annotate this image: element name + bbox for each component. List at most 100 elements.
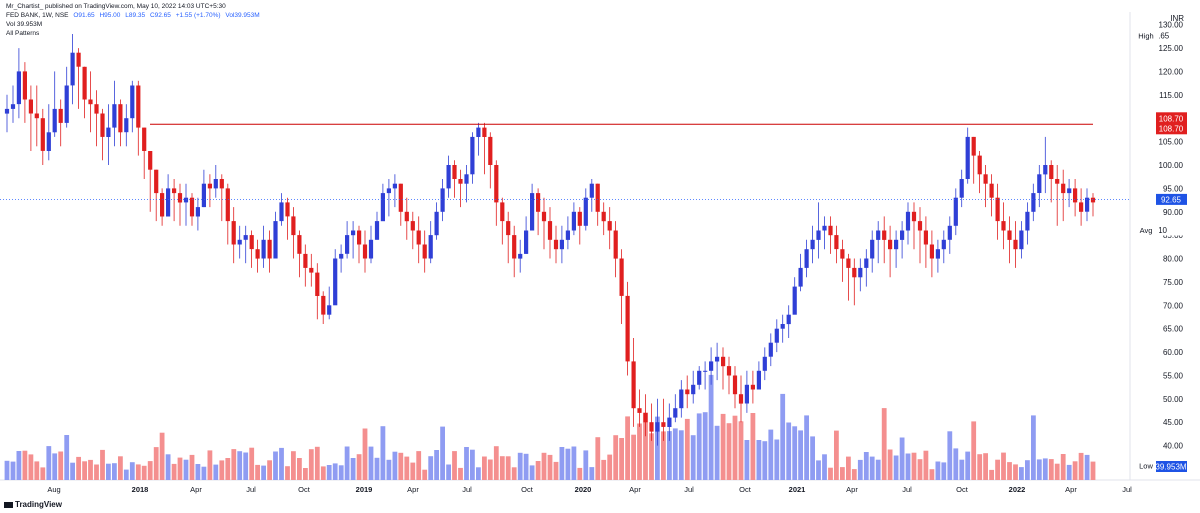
symbol-label[interactable]: FED BANK, 1W, NSE [6,12,69,19]
volume-bar [499,456,505,480]
price-tick-label: 90.00 [1163,208,1184,217]
candle-body [195,207,200,217]
volume-bar [482,456,487,480]
volume-bar [798,430,803,480]
volume-bar [440,426,445,480]
volume-bar [714,425,720,480]
time-axis[interactable]: Aug 2018 Apr Jul Oct 2019 Apr Jul Oct 2020 Apr Jul O… [47,485,1132,494]
candle-body [947,225,952,240]
candle-body [434,211,439,236]
volume-bar [834,430,839,480]
volume-bar [726,423,732,480]
candle-body [207,183,212,189]
avg-label: Avg [1140,226,1153,235]
volume-bar [696,413,702,480]
volume-bar [840,467,845,480]
candle-body [183,197,189,203]
candle-body [94,104,99,114]
avg-label-bg [1133,224,1159,236]
candle-body [917,221,923,231]
time-tick-label: 2020 [575,485,592,494]
volume-bar [338,465,344,480]
volume-bar [881,408,887,480]
volume-bar [768,429,774,480]
candle-body [428,235,433,259]
candle-body [148,151,153,170]
candle-body [404,211,409,222]
volume-bar [356,454,362,480]
price-tick-label: 40.00 [1163,442,1184,451]
candle-body [768,342,773,357]
indicator-legend[interactable]: All Patterns [6,30,40,37]
candle-body [858,267,863,278]
candle-body [46,132,51,151]
volume-bar [643,412,648,480]
candle-body [530,193,535,231]
candle-body [649,422,654,432]
time-tick-label: Oct [298,485,311,494]
candle-body [631,361,636,409]
volume-bar [1019,467,1024,480]
candle-body [1049,165,1054,179]
volume-bar [326,465,332,480]
high-label-bg [1133,30,1159,42]
volume-bar [744,440,750,480]
volume-bar [255,464,260,480]
volume-bar [135,464,141,480]
candle-body [834,235,839,250]
volume-bar [917,459,923,480]
volume-bar [368,446,374,480]
candle-body [541,211,547,222]
volume-legend[interactable]: Vol 39.953M [6,21,43,28]
candle-body [667,417,672,427]
candle-body [28,99,33,114]
volume-bar [899,437,905,480]
volume-bar [165,454,171,480]
volume-bar [1072,461,1078,480]
volume-bar [76,456,81,480]
volume-bar [70,462,75,480]
volume-bar [577,467,583,480]
time-tick-label: Apr [190,485,202,494]
candle-body [715,356,720,362]
ohlc-volume: Vol39.953M [225,12,260,19]
candle-body [34,113,39,119]
volume-bar [1031,415,1036,480]
volume-bar [774,439,780,480]
candle-body [691,384,696,395]
volume-bar [434,450,439,480]
candle-body [470,136,475,175]
volume-bar [535,461,541,480]
price-tick-label: 60.00 [1163,348,1184,357]
volume-bar [863,452,869,480]
candle-body [482,127,487,137]
candle-body [410,221,415,231]
time-tick-label: Oct [739,485,752,494]
volume-bar [183,459,189,480]
candle-body [929,244,934,259]
volume-bar [959,459,965,480]
volume-bar [869,456,875,480]
volume-bar [46,446,52,480]
price-tags: 127.65High108.70108.7092.6586.10Avg35.70… [1131,30,1187,472]
candle-body [1090,197,1096,203]
candle-body [327,305,332,315]
volume-bar [857,459,863,480]
volume-bar [446,464,451,480]
volume-bar [171,463,177,480]
candle-body [130,85,135,119]
volume-bar [553,461,559,480]
volume-bar [159,432,165,480]
candle-body [804,249,809,268]
candle-body [351,230,356,236]
time-tick-label: Oct [521,485,534,494]
candle-body [213,179,218,189]
tradingview-logo[interactable]: TradingView [4,500,62,509]
price-candles [4,34,1096,446]
candle-body [547,221,553,240]
volume-bar [732,415,738,480]
candle-body [166,188,171,217]
candle-body [398,183,403,212]
volume-bar [1042,458,1048,480]
